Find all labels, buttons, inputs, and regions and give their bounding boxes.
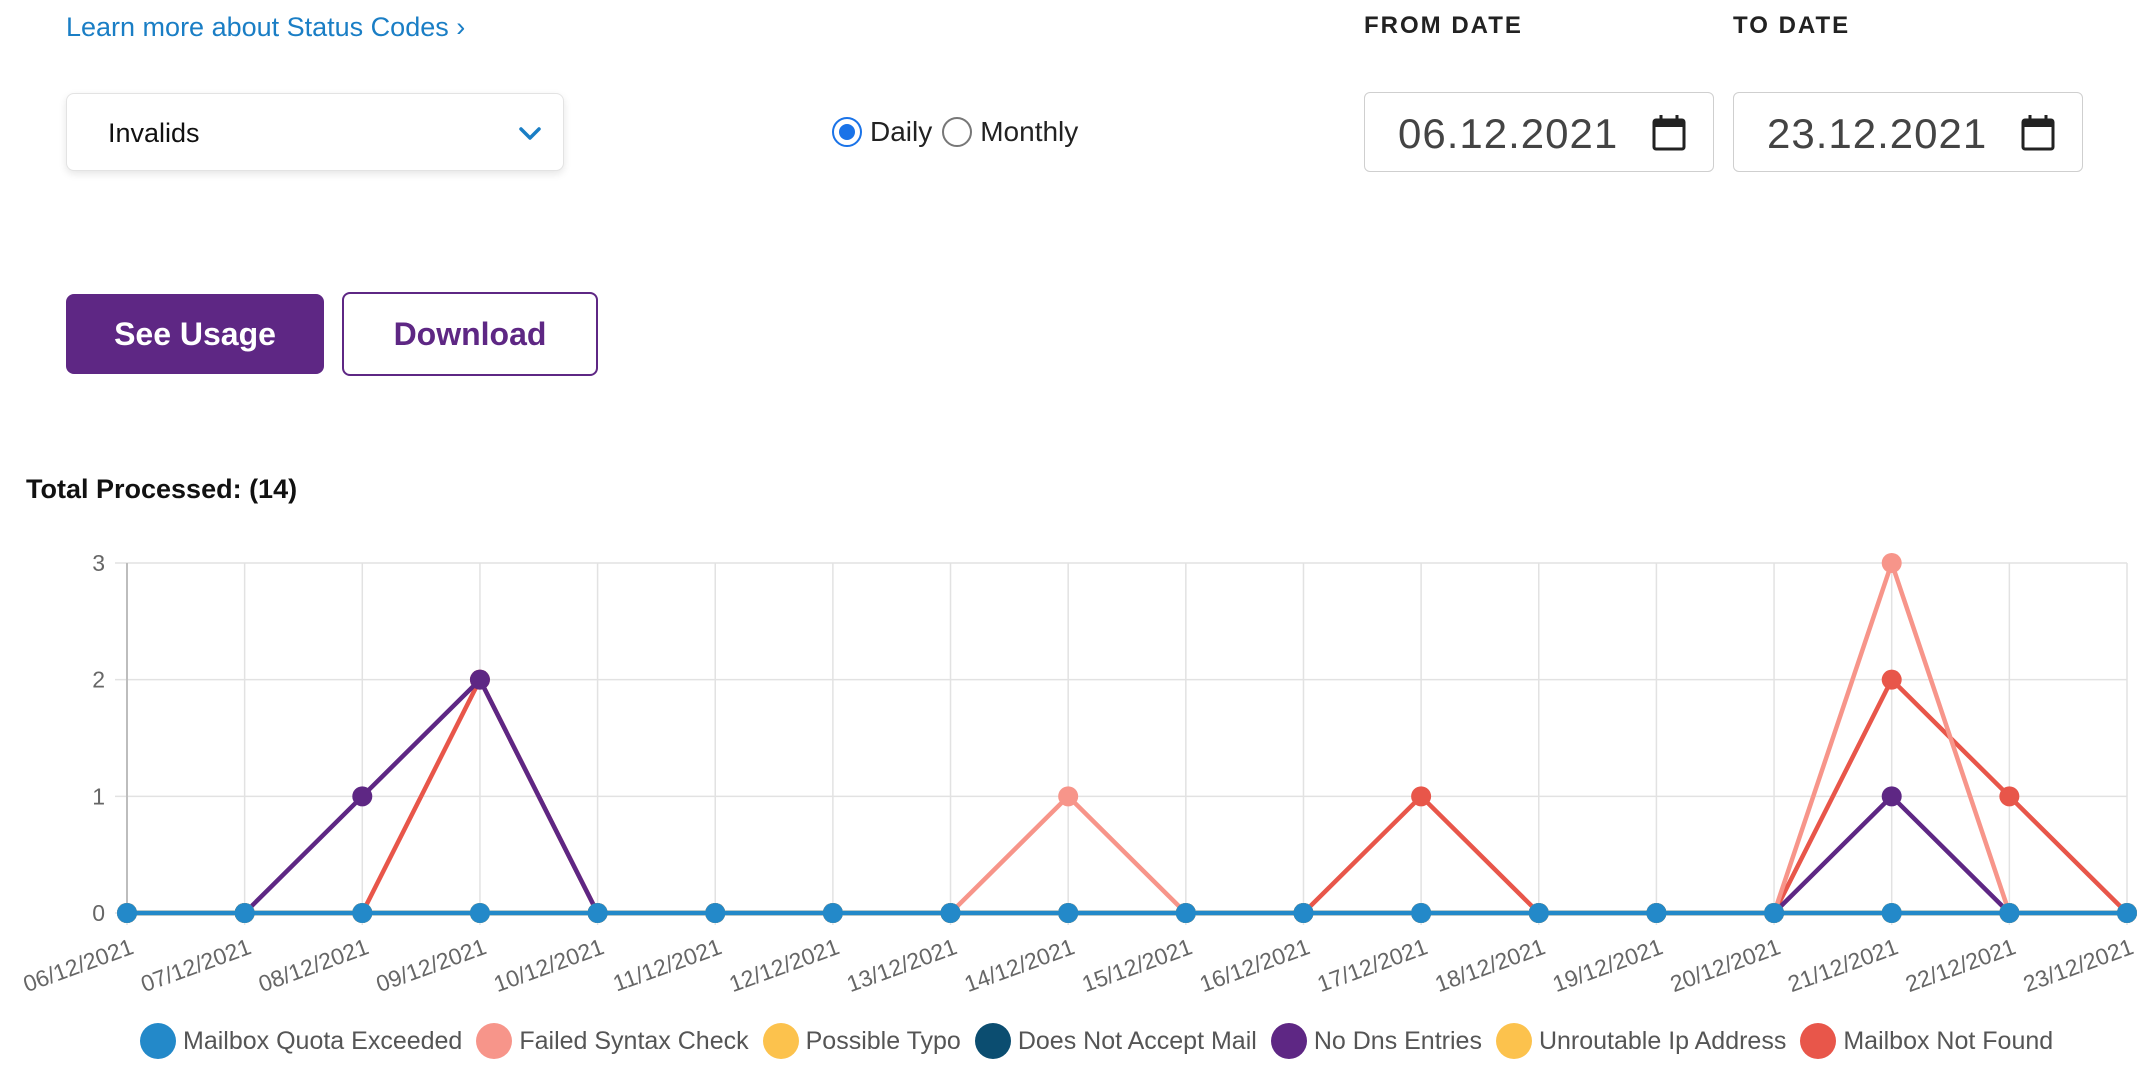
- data-point-mailbox-quota-exceeded: [469, 903, 490, 923]
- legend-item[interactable]: Mailbox Quota Exceeded: [140, 1023, 462, 1059]
- from-date-label: FROM DATE: [1364, 12, 1523, 39]
- legend-label: Does Not Accept Mail: [1017, 1026, 1257, 1055]
- data-point-mailbox-quota-exceeded: [1999, 903, 2020, 923]
- data-point-mailbox-quota-exceeded: [940, 903, 961, 923]
- data-point-no-dns-entries: [352, 786, 373, 807]
- legend-swatch: [476, 1023, 513, 1059]
- data-point-mailbox-quota-exceeded: [587, 903, 608, 923]
- to-date-value: 23.12.2021: [1767, 110, 1988, 157]
- data-point-mailbox-quota-exceeded: [352, 903, 373, 923]
- legend-item[interactable]: Possible Typo: [762, 1023, 961, 1059]
- x-tick-label: 11/12/2021: [609, 933, 724, 996]
- x-tick-label: 23/12/2021: [2020, 933, 2137, 997]
- data-point-no-dns-entries: [469, 669, 490, 690]
- data-point-mailbox-quota-exceeded: [822, 903, 843, 923]
- learn-status-codes-link[interactable]: Learn more about Status Codes ›: [66, 12, 466, 42]
- daily-radio-dot[interactable]: [832, 117, 862, 147]
- data-point-mailbox-not-found: [1411, 786, 1432, 807]
- data-point-mailbox-quota-exceeded: [1764, 903, 1785, 923]
- legend-item[interactable]: Unroutable Ip Address: [1495, 1023, 1787, 1059]
- invalids-line-chart: 0 1 2 3 06/12/2021 07/12/2021 08/12/2021 09/12/…: [20, 550, 2137, 997]
- y-tick-label: 0: [92, 900, 105, 926]
- legend-label: Unroutable Ip Address: [1538, 1026, 1787, 1055]
- data-point-failed-syntax-check: [1881, 553, 1902, 573]
- data-point-mailbox-not-found: [1999, 786, 2020, 807]
- download-button[interactable]: Download: [342, 292, 598, 376]
- data-point-failed-syntax-check: [1058, 786, 1079, 807]
- x-tick-label: 15/12/2021: [1078, 933, 1195, 997]
- calendar-icon[interactable]: [1651, 114, 1687, 152]
- chevron-down-icon: [519, 127, 541, 140]
- data-point-mailbox-quota-exceeded: [705, 903, 726, 923]
- x-tick-label: 14/12/2021: [961, 933, 1078, 997]
- x-tick-label: 12/12/2021: [726, 933, 843, 997]
- x-tick-label: 08/12/2021: [255, 933, 372, 997]
- data-point-mailbox-quota-exceeded: [1411, 903, 1432, 923]
- daily-radio[interactable]: Daily: [832, 116, 942, 148]
- legend-label: Failed Syntax Check: [519, 1026, 749, 1055]
- data-point-mailbox-quota-exceeded: [1881, 903, 1902, 923]
- x-tick-label: 16/12/2021: [1196, 933, 1313, 997]
- status-filter-value: Invalids: [108, 118, 200, 148]
- daily-radio-label: Daily: [870, 116, 933, 147]
- data-point-mailbox-quota-exceeded: [1175, 903, 1196, 923]
- data-point-mailbox-quota-exceeded: [234, 903, 255, 923]
- legend-item[interactable]: No Dns Entries: [1270, 1023, 1482, 1059]
- legend-swatch: [1800, 1023, 1837, 1059]
- legend-swatch: [140, 1023, 176, 1059]
- data-point-mailbox-not-found: [1881, 669, 1902, 690]
- data-point-no-dns-entries: [1881, 786, 1902, 807]
- total-processed: Total Processed: (14): [26, 474, 298, 504]
- data-point-mailbox-quota-exceeded: [1646, 903, 1667, 923]
- legend-item[interactable]: Does Not Accept Mail: [974, 1023, 1257, 1059]
- see-usage-button[interactable]: See Usage: [66, 294, 324, 374]
- calendar-icon[interactable]: [2020, 114, 2056, 152]
- legend-label: Mailbox Quota Exceeded: [183, 1026, 463, 1055]
- legend-label: Mailbox Not Found: [1843, 1026, 2054, 1055]
- status-filter-select[interactable]: Invalids: [66, 93, 564, 171]
- x-tick-label: 09/12/2021: [373, 933, 490, 997]
- y-tick-label: 1: [92, 783, 105, 809]
- monthly-radio[interactable]: Monthly: [942, 116, 1088, 148]
- monthly-radio-label: Monthly: [980, 116, 1079, 147]
- y-tick-label: 2: [92, 667, 105, 693]
- data-point-mailbox-quota-exceeded: [117, 903, 137, 923]
- data-point-mailbox-quota-exceeded: [2117, 903, 2137, 923]
- legend-label: Possible Typo: [805, 1026, 961, 1055]
- data-point-mailbox-quota-exceeded: [1058, 903, 1079, 923]
- legend-swatch: [762, 1023, 799, 1059]
- from-date-value: 06.12.2021: [1398, 110, 1619, 157]
- to-date-input[interactable]: 23.12.2021: [1733, 92, 2083, 172]
- legend-swatch: [1495, 1023, 1532, 1059]
- x-tick-label: 18/12/2021: [1431, 933, 1548, 997]
- legend-swatch: [1270, 1023, 1307, 1059]
- from-date-input[interactable]: 06.12.2021: [1364, 92, 1714, 172]
- to-date-label: TO DATE: [1733, 12, 1851, 39]
- x-tick-label: 10/12/2021: [490, 933, 607, 997]
- x-tick-label: 13/12/2021: [843, 933, 960, 997]
- legend-label: No Dns Entries: [1313, 1026, 1482, 1055]
- data-point-mailbox-quota-exceeded: [1293, 903, 1314, 923]
- x-tick-label: 21/12/2021: [1784, 933, 1901, 997]
- x-tick-label: 07/12/2021: [137, 933, 254, 997]
- legend-swatch: [974, 1023, 1011, 1059]
- data-point-mailbox-quota-exceeded: [1528, 903, 1549, 923]
- x-tick-label: 20/12/2021: [1667, 933, 1784, 997]
- legend-item[interactable]: Failed Syntax Check: [476, 1023, 749, 1059]
- chart-legend: Mailbox Quota Exceeded Failed Syntax Chec…: [140, 1023, 2067, 1059]
- x-tick-label: 17/12/2021: [1314, 933, 1431, 997]
- x-tick-label: 06/12/2021: [20, 933, 137, 997]
- x-tick-label: 19/12/2021: [1549, 933, 1666, 997]
- period-radio-group: Daily Monthly: [832, 112, 1088, 152]
- y-tick-label: 3: [92, 550, 105, 576]
- legend-item[interactable]: Mailbox Not Found: [1800, 1023, 2053, 1059]
- x-tick-label: 22/12/2021: [1902, 933, 2019, 997]
- monthly-radio-dot[interactable]: [942, 117, 973, 147]
